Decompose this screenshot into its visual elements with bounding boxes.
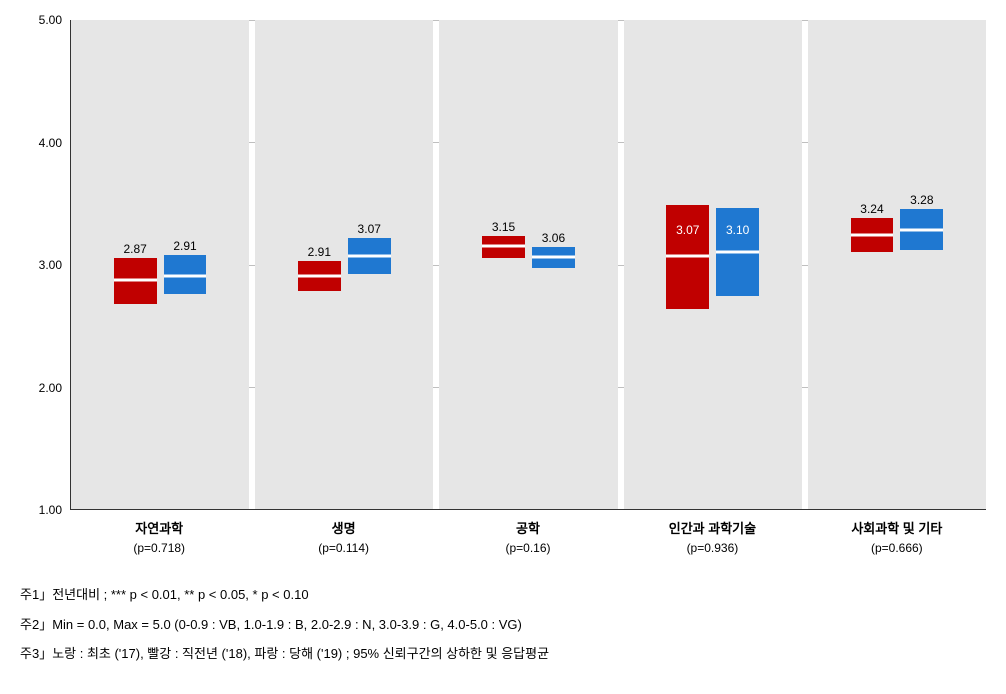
pvalue-label: (p=0.718) — [70, 541, 248, 555]
footnotes: 주1」전년대비 ; *** p < 0.01, ** p < 0.05, * p… — [20, 585, 986, 664]
blue-mean-line — [716, 251, 759, 254]
category-label: 인간과 과학기술 — [623, 518, 801, 537]
panel: 3.15 3.06 — [439, 20, 617, 509]
category-label: 생명 — [254, 518, 432, 537]
x-label-cell: 생명 (p=0.114) — [254, 518, 432, 555]
blue-series: 3.07 — [348, 20, 391, 509]
y-tick-label: 1.00 — [39, 503, 62, 517]
blue-mean-line — [164, 274, 207, 277]
footnote: 주3」노랑 : 최초 ('17), 빨강 : 직전년 ('18), 파랑 : 당… — [20, 644, 986, 664]
pvalue-label: (p=0.666) — [808, 541, 986, 555]
panel: 3.24 3.28 — [808, 20, 986, 509]
category-label: 사회과학 및 기타 — [808, 518, 986, 537]
red-value-label: 2.87 — [123, 242, 146, 256]
red-value-label: 3.15 — [492, 220, 515, 234]
y-tick-label: 3.00 — [39, 258, 62, 272]
red-series: 2.91 — [298, 20, 341, 509]
chart-container: 1.002.003.004.005.00 2.872.912.913.073.1… — [20, 20, 986, 664]
category-label: 자연과학 — [70, 518, 248, 537]
blue-value-label: 3.28 — [910, 193, 933, 207]
red-value-label: 3.07 — [676, 223, 699, 237]
category-label: 공학 — [439, 518, 617, 537]
red-mean-line — [482, 245, 525, 248]
blue-series: 3.06 — [532, 20, 575, 509]
plot-area: 1.002.003.004.005.00 2.872.912.913.073.1… — [20, 20, 986, 510]
red-series: 3.07 — [666, 20, 709, 509]
panel: 2.91 3.07 — [255, 20, 433, 509]
red-mean-line — [298, 274, 341, 277]
blue-mean-line — [900, 229, 943, 232]
red-mean-line — [851, 234, 894, 237]
x-label-cell: 사회과학 및 기타 (p=0.666) — [808, 518, 986, 555]
blue-value-label: 2.91 — [173, 239, 196, 253]
y-axis: 1.002.003.004.005.00 — [20, 20, 70, 510]
panel: 3.07 3.10 — [624, 20, 802, 509]
blue-series: 2.91 — [164, 20, 207, 509]
x-label-cell: 인간과 과학기술 (p=0.936) — [623, 518, 801, 555]
panel: 2.87 2.91 — [71, 20, 249, 509]
red-value-label: 3.24 — [860, 202, 883, 216]
x-label-cell: 공학 (p=0.16) — [439, 518, 617, 555]
red-value-label: 2.91 — [308, 245, 331, 259]
footnote: 주1」전년대비 ; *** p < 0.01, ** p < 0.05, * p… — [20, 585, 986, 605]
blue-series: 3.28 — [900, 20, 943, 509]
red-mean-line — [114, 279, 157, 282]
red-mean-line — [666, 254, 709, 257]
blue-series: 3.10 — [716, 20, 759, 509]
y-tick-label: 5.00 — [39, 13, 62, 27]
x-label-cell: 자연과학 (p=0.718) — [70, 518, 248, 555]
panels: 2.87 2.91 2.91 3.07 3.15 3.06 3.07 3.10 3.24 3.28 — [70, 20, 986, 510]
y-tick-label: 2.00 — [39, 381, 62, 395]
x-axis-labels: 자연과학 (p=0.718) 생명 (p=0.114) 공학 (p=0.16) 인간과 과학… — [70, 518, 986, 555]
y-tick-label: 4.00 — [39, 136, 62, 150]
footnote: 주2」Min = 0.0, Max = 5.0 (0-0.9 : VB, 1.0… — [20, 615, 986, 635]
pvalue-label: (p=0.16) — [439, 541, 617, 555]
pvalue-label: (p=0.936) — [623, 541, 801, 555]
blue-value-label: 3.06 — [542, 231, 565, 245]
blue-mean-line — [532, 256, 575, 259]
blue-value-label: 3.10 — [726, 223, 749, 237]
blue-mean-line — [348, 254, 391, 257]
red-series: 3.24 — [851, 20, 894, 509]
red-series: 2.87 — [114, 20, 157, 509]
blue-value-label: 3.07 — [358, 222, 381, 236]
pvalue-label: (p=0.114) — [254, 541, 432, 555]
red-series: 3.15 — [482, 20, 525, 509]
